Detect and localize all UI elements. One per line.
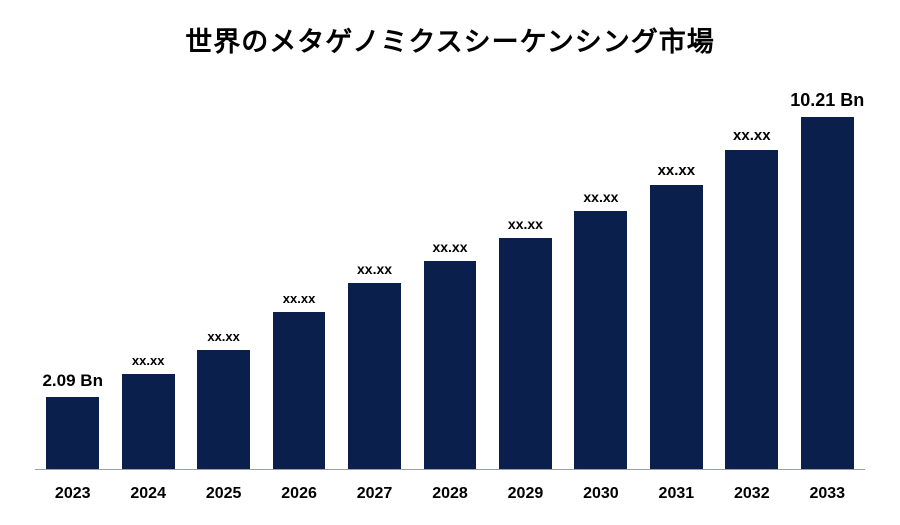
bar-slot: xx.xx [714,90,789,469]
x-axis-label: 2031 [639,485,714,503]
value-label: xx.xx [432,239,467,261]
x-axis-label: 2029 [488,485,563,503]
bar: xx.xx [273,312,326,469]
bar: xx.xx [650,185,703,469]
bar: 10.21 Bn [801,117,854,469]
bar: xx.xx [424,261,477,469]
bar-slot: xx.xx [563,90,638,469]
x-axis-label: 2028 [412,485,487,503]
x-axis-label: 2027 [337,485,412,503]
bar-slot: 10.21 Bn [790,90,865,469]
value-label: 10.21 Bn [790,90,864,117]
value-label: 2.09 Bn [42,371,102,397]
value-label: xx.xx [132,353,165,374]
x-axis-label: 2026 [261,485,336,503]
bar-slot: xx.xx [110,90,185,469]
bar: xx.xx [197,350,250,469]
bar: xx.xx [725,150,778,469]
value-label: xx.xx [207,329,240,350]
bar: 2.09 Bn [46,397,99,469]
value-label: xx.xx [583,189,618,211]
bar-slot: 2.09 Bn [35,90,110,469]
chart-title: 世界のメタゲノミクスシーケンシング市場 [0,20,900,59]
x-axis-label: 2023 [35,485,110,503]
value-label: xx.xx [508,216,543,238]
bar: xx.xx [348,283,401,469]
bar-chart: 世界のメタゲノミクスシーケンシング市場 2.09 Bnxx.xxxx.xxxx.… [0,0,900,525]
bar-slot: xx.xx [186,90,261,469]
value-label: xx.xx [733,127,771,150]
value-label: xx.xx [658,162,696,185]
x-axis-label: 2032 [714,485,789,503]
x-axis-label: 2030 [563,485,638,503]
value-label: xx.xx [357,261,392,283]
bar-slot: xx.xx [639,90,714,469]
bar-slot: xx.xx [337,90,412,469]
bar-slot: xx.xx [261,90,336,469]
value-label: xx.xx [283,291,316,312]
bars-container: 2.09 Bnxx.xxxx.xxxx.xxxx.xxxx.xxxx.xxxx.… [35,90,865,469]
bar: xx.xx [499,238,552,469]
bar: xx.xx [574,211,627,469]
bar-slot: xx.xx [412,90,487,469]
x-axis-label: 2025 [186,485,261,503]
bar-slot: xx.xx [488,90,563,469]
x-axis: 2023202420252026202720282029203020312032… [35,485,865,503]
x-axis-label: 2024 [110,485,185,503]
x-axis-label: 2033 [790,485,865,503]
plot-area: 2.09 Bnxx.xxxx.xxxx.xxxx.xxxx.xxxx.xxxx.… [35,90,865,470]
bar: xx.xx [122,374,175,469]
